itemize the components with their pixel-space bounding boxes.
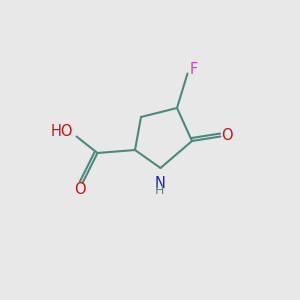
Text: O: O: [74, 182, 85, 197]
Text: O: O: [221, 128, 233, 143]
Text: F: F: [190, 61, 198, 76]
Text: HO: HO: [51, 124, 74, 140]
Text: H: H: [155, 184, 165, 197]
Text: N: N: [154, 176, 165, 191]
